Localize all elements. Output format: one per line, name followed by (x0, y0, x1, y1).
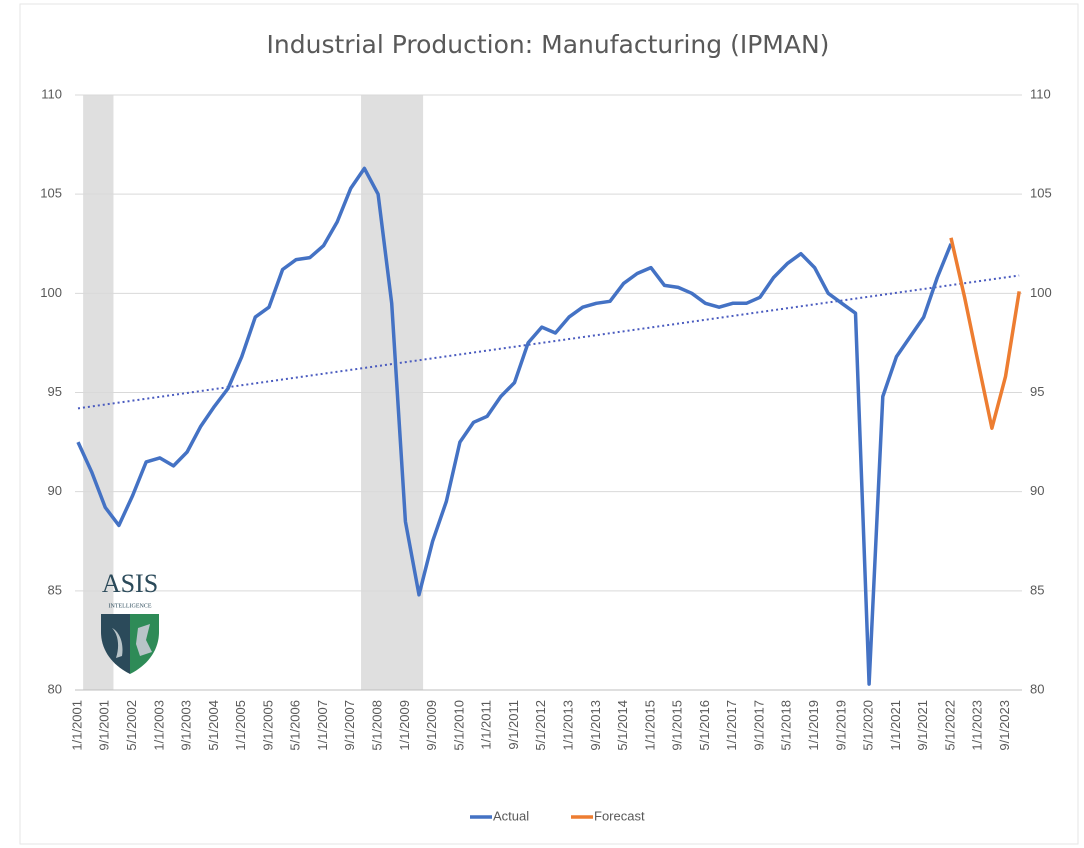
legend-label: Actual (493, 808, 529, 823)
logo-tagline: INTELLIGENCE (109, 603, 152, 609)
x-tick-label: 1/1/2011 (479, 700, 494, 750)
legend-label: Forecast (594, 808, 645, 823)
x-tick-label: 9/1/2013 (588, 700, 603, 751)
x-tick-label: 1/1/2001 (69, 700, 84, 751)
x-tick-label: 1/1/2021 (888, 700, 903, 751)
x-tick-label: 1/1/2009 (397, 700, 412, 751)
logo: ASIS INTELLIGENCE (101, 569, 159, 674)
x-tick-label: 9/1/2001 (97, 700, 112, 751)
logo-name: ASIS (102, 569, 158, 598)
chart-frame (19, 3, 1079, 845)
chart-title: Industrial Production: Manufacturing (IP… (267, 30, 830, 59)
series-line (76, 166, 953, 686)
y-tick-label: 105 (40, 186, 62, 201)
y-tick-label: 100 (40, 285, 62, 300)
x-tick-label: 1/1/2007 (315, 700, 330, 751)
x-tick-label: 9/1/2019 (833, 700, 848, 751)
trend-line (77, 274, 1020, 410)
x-tick-label: 9/1/2015 (670, 700, 685, 751)
x-tick-label: 5/1/2010 (451, 700, 466, 751)
x-tick-label: 5/1/2004 (206, 700, 221, 751)
y2-tick-label: 95 (1030, 384, 1044, 399)
y2-tick-label: 90 (1030, 483, 1044, 498)
y-tick-label: 90 (48, 483, 62, 498)
logo-icon (136, 624, 152, 656)
x-tick-label: 9/1/2003 (179, 700, 194, 751)
x-tick-label: 1/1/2019 (806, 700, 821, 751)
y2-tick-label: 85 (1030, 582, 1044, 597)
x-tick-label: 1/1/2013 (560, 700, 575, 751)
x-tick-label: 9/1/2009 (424, 700, 439, 751)
y-tick-label: 80 (48, 681, 62, 696)
y-tick-label: 95 (48, 384, 62, 399)
x-tick-label: 9/1/2005 (260, 700, 275, 751)
x-tick-label: 9/1/2017 (751, 700, 766, 751)
x-tick-label: 9/1/2023 (997, 700, 1012, 751)
x-tick-label: 1/1/2003 (151, 700, 166, 751)
y2-tick-label: 105 (1030, 186, 1052, 201)
y2-tick-label: 100 (1030, 285, 1052, 300)
x-tick-label: 1/1/2017 (724, 700, 739, 751)
x-tick-label: 5/1/2018 (779, 700, 794, 751)
x-tick-label: 5/1/2006 (288, 700, 303, 751)
x-tick-label: 5/1/2008 (370, 700, 385, 751)
x-tick-label: 9/1/2007 (342, 700, 357, 751)
x-tick-label: 5/1/2012 (533, 700, 548, 751)
x-tick-label: 9/1/2011 (506, 700, 521, 750)
series-line (949, 237, 1021, 430)
x-tick-label: 5/1/2014 (615, 700, 630, 751)
logo-icon (112, 628, 123, 658)
y-tick-label: 85 (48, 582, 62, 597)
x-tick-label: 5/1/2002 (124, 700, 139, 751)
x-tick-label: 9/1/2021 (915, 700, 930, 751)
y2-tick-label: 110 (1030, 86, 1051, 101)
x-tick-label: 5/1/2020 (861, 700, 876, 751)
x-tick-label: 5/1/2022 (942, 700, 957, 751)
x-tick-label: 1/1/2005 (233, 700, 248, 751)
y2-tick-label: 80 (1030, 681, 1044, 696)
logo-shield-left (101, 614, 130, 674)
x-tick-label: 1/1/2015 (642, 700, 657, 751)
x-tick-label: 1/1/2023 (970, 700, 985, 751)
y-tick-label: 110 (41, 86, 62, 101)
x-tick-label: 5/1/2016 (697, 700, 712, 751)
